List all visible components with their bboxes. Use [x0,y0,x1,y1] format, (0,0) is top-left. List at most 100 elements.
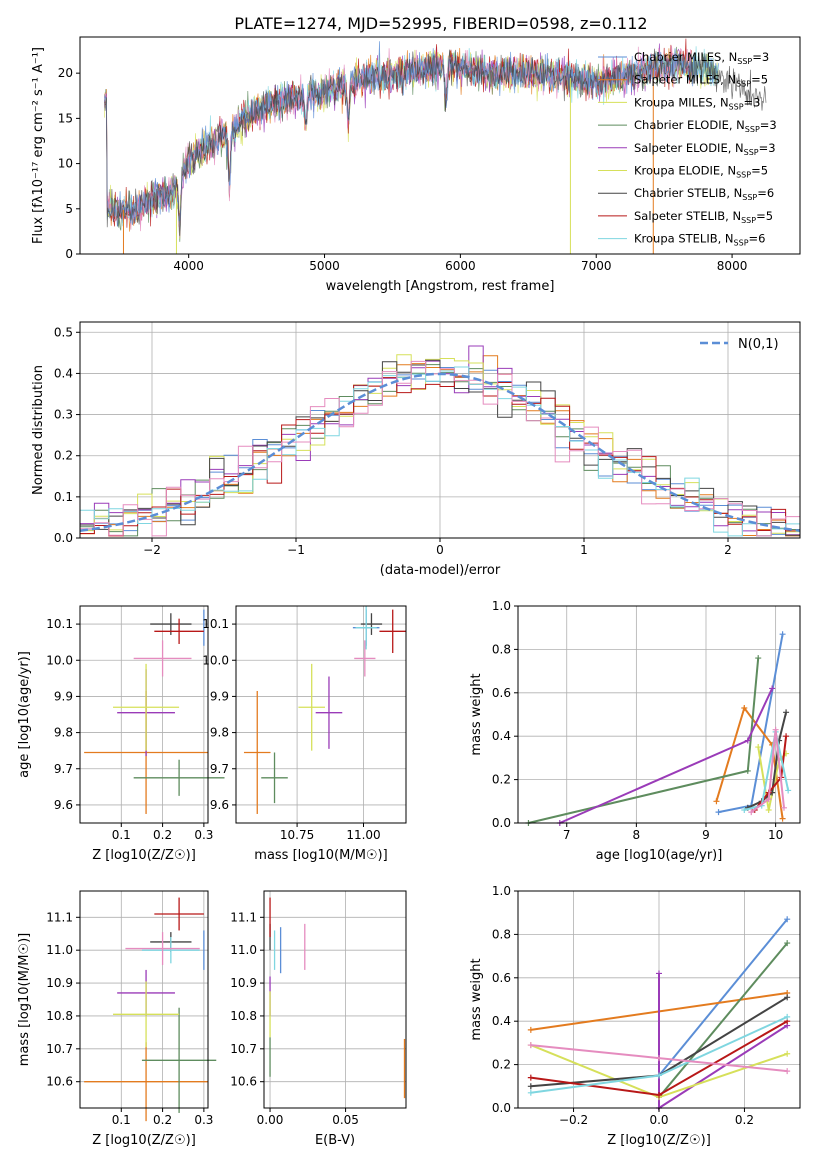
legend-label: Salpeter ELODIE, NSSP=3 [634,141,776,157]
weight-point-marker [779,815,786,822]
legend-label: Salpeter STELIB, NSSP=5 [634,209,773,225]
x-tick-label: 4000 [173,259,204,273]
y-tick-label: 9.6 [54,798,73,812]
x-tick-label: 2 [724,543,732,557]
y-tick-label: 10.6 [46,1075,73,1089]
y-tick-label: 10 [58,157,73,171]
y-tick-label: 0.8 [492,642,511,656]
x-tick-label: 0.1 [112,828,131,842]
weight-point-marker [769,685,776,692]
y-tick-label: 0.0 [54,531,73,545]
axes-frame [79,890,209,1109]
legend-label: Chabrier ELODIE, NSSP=3 [634,118,777,134]
weight-point-marker [527,1074,534,1081]
spectrum-model-line [104,41,719,227]
x-tick-label: 10.75 [280,828,314,842]
normal-curve [79,372,801,533]
weight-point-marker [783,733,790,740]
x-axis-label: (data-model)/error [380,563,501,578]
y-tick-label: 11.0 [230,943,257,957]
weight-point-marker [755,655,762,662]
x-tick-label: −1 [287,543,305,557]
axes-frame [263,890,407,1109]
x-tick-label: 0.2 [153,1113,172,1127]
panel-residuals: −2 −1 0 1 2 0.0 0.1 0.2 0.3 0.4 0.5 (data-model)/er… [31,321,801,578]
weight-point-marker [785,787,792,794]
y-tick-label: 0.8 [492,927,511,941]
legend-label: Kroupa ELODIE, NSSP=5 [634,164,768,180]
y-tick-label: 10.1 [46,617,73,631]
y-tick-label: 9.8 [54,726,73,740]
panel-mass_weight_vs_Z: −0.2 0.0 0.2 0.0 0.2 0.4 0.6 0.8 1.0 Z [log10(Z/Z… [469,884,801,1148]
weight-point-marker [744,737,751,744]
weight-point-marker [784,1068,791,1075]
y-axis-label: mass weight [469,958,484,1040]
x-axis-label: E(B-V) [315,1133,355,1148]
axes-frame [517,605,801,824]
y-tick-label: 9.9 [54,689,73,703]
y-tick-label: 0.3 [54,408,73,422]
weight-point-marker [527,1042,534,1049]
y-tick-label: 20 [58,66,73,80]
x-tick-label: 8000 [717,259,748,273]
y-tick-label: 10.7 [46,1042,73,1056]
y-tick-label: 10.8 [46,1009,73,1023]
weight-series-line [658,973,788,1110]
y-tick-label: 15 [58,111,73,125]
x-tick-label: 8 [633,828,641,842]
legend-label: N(0,1) [738,337,779,352]
weight-point-marker [748,809,755,816]
y-tick-label: 10.0 [46,653,73,667]
y-tick-label: 0.4 [492,1014,511,1028]
x-tick-label: 0.2 [735,1113,754,1127]
weight-point-marker [784,994,791,1001]
y-tick-label: 10.1 [202,617,229,631]
y-tick-label: 0.6 [492,686,511,700]
x-axis-label: wavelength [Angstrom, rest frame] [326,279,555,294]
x-tick-label: 7000 [581,259,612,273]
weight-point-marker [741,704,748,711]
weight-point-marker [713,798,720,805]
y-tick-label: 0.2 [492,773,511,787]
x-tick-label: 6000 [445,259,476,273]
legend-label: Kroupa MILES, NSSP=3 [634,95,760,111]
weight-point-marker [755,744,762,751]
weight-point-marker [527,1026,534,1033]
y-tick-label: 10.9 [230,976,257,990]
y-tick-label: 0.6 [492,971,511,985]
weight-series-line [744,731,790,811]
x-tick-label: 9 [702,828,710,842]
y-tick-label: 9.6 [210,798,229,812]
y-tick-label: 1.0 [492,884,511,898]
weight-point-marker [772,726,779,733]
y-axis-label: Normed distribution [31,365,46,495]
y-tick-label: 0.1 [54,490,73,504]
x-tick-label: 0.00 [257,1113,284,1127]
weight-point-marker [779,631,786,638]
weight-point-marker [656,1055,662,1062]
y-tick-label: 10.0 [202,653,229,667]
x-tick-label: 0.05 [332,1113,359,1127]
panel-age_vs_Z: 0.1 0.2 0.3 9.6 9.7 9.8 9.9 10.0 10.1 Z [log10(Z/… [17,605,225,863]
figure-title: PLATE=1274, MJD=52995, FIBERID=0598, z=0… [234,14,647,33]
legend-label: Chabrier STELIB, NSSP=6 [634,186,774,202]
y-tick-label: 11.1 [46,910,73,924]
y-tick-label: 0.0 [492,816,511,830]
y-axis-label: mass weight [469,673,484,755]
weight-point-marker [656,1072,662,1079]
y-tick-label: 9.7 [54,762,73,776]
y-tick-label: 0.0 [492,1101,511,1115]
axes-frame [79,36,801,255]
weight-point-marker [765,796,772,803]
y-tick-label: 0.4 [492,729,511,743]
x-axis-label: Z [log10(Z/Z☉)] [92,848,196,863]
x-tick-label: 0 [436,543,444,557]
y-tick-label: 11.0 [46,943,73,957]
x-tick-label: 0.0 [649,1113,668,1127]
y-tick-label: 0.4 [54,366,73,380]
y-tick-label: 9.7 [210,762,229,776]
spectrum-model-line [104,48,767,236]
y-tick-label: 10.9 [46,976,73,990]
y-tick-label: 10.8 [230,1009,257,1023]
